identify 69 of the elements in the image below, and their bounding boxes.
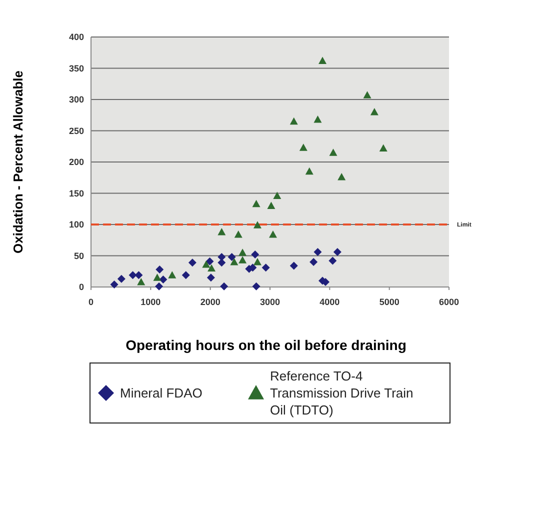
point [333, 248, 342, 256]
x-tick-label: 2000 [200, 297, 220, 307]
point [314, 116, 322, 123]
point [370, 108, 378, 116]
y-tick-label: 150 [68, 188, 84, 198]
y-tick-label: 200 [68, 157, 84, 168]
point [252, 200, 260, 208]
point [137, 278, 146, 286]
point [310, 258, 318, 266]
point [218, 228, 226, 236]
point [206, 257, 214, 266]
point [208, 264, 216, 272]
x-tick-label: 6000 [438, 297, 460, 307]
point [128, 271, 137, 280]
point [273, 192, 282, 199]
point [268, 230, 277, 238]
point [299, 144, 308, 151]
point [290, 117, 298, 125]
point [218, 258, 226, 267]
point [253, 258, 262, 266]
point [290, 262, 298, 270]
y-tick-label: 250 [68, 126, 84, 136]
point [218, 253, 226, 261]
point [267, 202, 276, 209]
x-tick-label: 0 [88, 297, 94, 307]
point [328, 256, 337, 265]
point [305, 167, 314, 175]
point [238, 248, 247, 256]
y-tick-label: 0 [78, 282, 84, 292]
point [338, 173, 346, 180]
point [262, 264, 270, 272]
point [252, 282, 260, 290]
point [314, 248, 322, 256]
point [156, 266, 164, 274]
x-tick-label: 4000 [320, 297, 340, 307]
x-tick-label: 1000 [140, 297, 161, 307]
point [134, 271, 143, 280]
legend-label: Reference TO-4 Transmission Drive Train Oil (TDTO) [270, 368, 414, 418]
point [329, 148, 338, 156]
point [188, 258, 196, 267]
point [251, 250, 260, 258]
y-tick-label: 300 [68, 94, 84, 105]
point [230, 258, 238, 266]
point [110, 280, 118, 288]
point [220, 282, 228, 290]
y-tick-label: 350 [68, 63, 84, 74]
point [253, 221, 262, 228]
point [117, 274, 126, 283]
x-axis-title: Operating hours on the oil before draining [126, 337, 406, 353]
legend-label: Mineral FDAO [120, 386, 202, 401]
point [168, 271, 176, 278]
point [159, 276, 168, 284]
y-tick-label: 400 [68, 32, 84, 42]
y-axis-title: Oxidation - Percent Allowable [10, 70, 26, 254]
point [228, 253, 236, 261]
point [153, 274, 162, 281]
y-tick-label: 100 [68, 220, 84, 230]
point [202, 260, 210, 268]
point [379, 144, 388, 152]
point [182, 271, 190, 280]
point [234, 230, 242, 238]
x-tick-label: 3000 [260, 297, 280, 307]
y-tick-label: 50 [74, 250, 84, 261]
point [363, 91, 372, 98]
point [238, 256, 247, 264]
x-tick-label: 5000 [379, 297, 400, 307]
point [318, 56, 327, 64]
point [155, 282, 164, 290]
point [206, 274, 215, 282]
